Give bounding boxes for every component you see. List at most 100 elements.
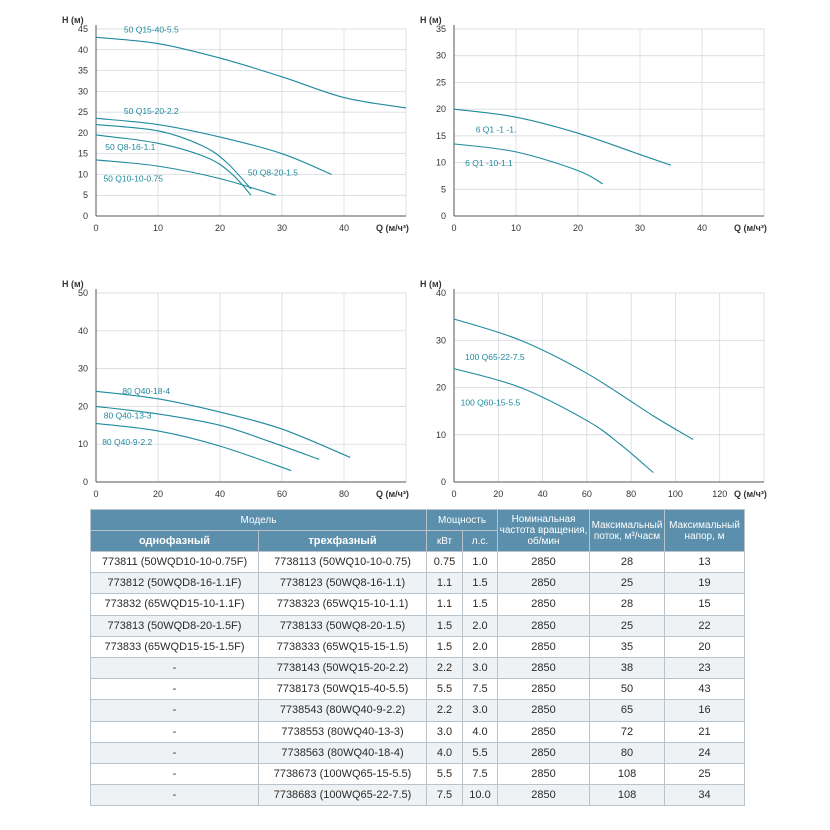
- y-tick-label: 30: [78, 364, 88, 374]
- x-tick-label: 60: [582, 489, 592, 499]
- hp-cell: 7.5: [461, 762, 499, 786]
- series-line: [453, 108, 672, 166]
- y-tick-label: 0: [441, 477, 446, 487]
- y-tick-label: 0: [441, 211, 446, 221]
- series-label: 50 Q10-10-0.75: [103, 174, 163, 184]
- power-header: Мощность: [425, 509, 499, 531]
- x-tick-label: 20: [215, 223, 225, 233]
- series-line: [95, 422, 292, 472]
- y-tick-label: 5: [83, 190, 88, 200]
- x-tick-label: 100: [668, 489, 683, 499]
- kw-cell: 2.2: [426, 656, 463, 680]
- table-row: -7738543 (80WQ40-9-2.2) 2.2 3.0 2850 65 16: [90, 699, 746, 722]
- kw-cell: 1.5: [426, 614, 463, 637]
- single-phase-cell: 773813 (50WQD8-20-1.5F): [90, 614, 259, 637]
- y-tick-label: 0: [83, 211, 88, 221]
- y-tick-label: 20: [436, 383, 446, 393]
- hp-cell: 5.5: [461, 741, 499, 764]
- hp-cell: 3.0: [461, 656, 499, 680]
- y-tick-label: 20: [78, 128, 88, 138]
- series-line: [95, 405, 320, 460]
- series-line: [95, 159, 276, 196]
- three-phase-cell: 7738563 (80WQ40-18-4): [258, 741, 427, 764]
- series-line: [95, 134, 252, 196]
- y-tick-label: 25: [78, 107, 88, 117]
- flow-cell: 65: [589, 699, 666, 722]
- three-phase-cell: 7738173 (50WQ15-40-5.5): [258, 678, 427, 701]
- hp-header: л.с.: [461, 530, 499, 552]
- kw-cell: 1.1: [426, 593, 463, 616]
- speed-cell: 2850: [497, 656, 591, 680]
- y-tick-label: 35: [436, 24, 446, 34]
- flow-cell: 25: [589, 572, 666, 595]
- x-tick-label: 40: [215, 489, 225, 499]
- series-line: [453, 368, 654, 473]
- y-axis-label: H (м): [62, 15, 84, 25]
- flow-cell: 50: [589, 678, 666, 701]
- flow-cell: 35: [589, 635, 666, 658]
- three-phase-cell: 7738143 (50WQ15-20-2.2): [258, 656, 427, 680]
- flow-cell: 72: [589, 720, 666, 743]
- x-tick-label: 0: [451, 223, 456, 233]
- series-label: 50 Q15-20-2.2: [124, 106, 179, 116]
- y-tick-label: 40: [78, 326, 88, 336]
- single-phase-cell: 773811 (50WQD10-10-0.75F): [90, 550, 259, 574]
- x-tick-label: 20: [153, 489, 163, 499]
- series-line: [453, 318, 694, 440]
- head-cell: 13: [664, 550, 746, 574]
- table-row: 773813 (50WQD8-20-1.5F) 7738133 (50WQ8-20…: [90, 614, 746, 637]
- x-tick-label: 30: [635, 223, 645, 233]
- three-phase-cell: 7738543 (80WQ40-9-2.2): [258, 699, 427, 722]
- speed-cell: 2850: [497, 784, 591, 807]
- x-tick-label: 20: [493, 489, 503, 499]
- pump-spec-table: Модель Мощность Номинальная частота вращ…: [90, 509, 746, 807]
- hp-cell: 1.0: [461, 550, 499, 574]
- three-phase-cell: 7738323 (65WQ15-10-1.1): [258, 593, 427, 616]
- y-tick-label: 30: [436, 51, 446, 61]
- x-tick-label: 80: [339, 489, 349, 499]
- y-tick-label: 10: [436, 158, 446, 168]
- head-cell: 43: [664, 678, 746, 701]
- x-axis-label: Q (м/ч³): [734, 489, 767, 499]
- x-tick-label: 120: [712, 489, 727, 499]
- hp-cell: 7.5: [461, 678, 499, 701]
- single-phase-cell: -: [90, 678, 259, 701]
- flow-cell: 108: [589, 784, 666, 807]
- hp-cell: 2.0: [461, 635, 499, 658]
- kw-cell: 7.5: [426, 784, 463, 807]
- table-row: -7738553 (80WQ40-13-3) 3.0 4.0 2850 72 21: [90, 720, 746, 743]
- single-phase-cell: 773812 (50WQD8-16-1.1F): [90, 572, 259, 595]
- y-axis-label: H (м): [62, 279, 84, 289]
- series-label: 80 Q40-18-4: [122, 386, 170, 396]
- y-tick-label: 5: [441, 184, 446, 194]
- y-axis-label: H (м): [420, 15, 442, 25]
- single-phase-cell: -: [90, 741, 259, 764]
- speed-cell: 2850: [497, 762, 591, 786]
- head-cell: 19: [664, 572, 746, 595]
- flow-header: Максимальный поток, м³/часм: [589, 509, 666, 552]
- series-label: 50 Q15-40-5.5: [124, 24, 179, 34]
- head-cell: 20: [664, 635, 746, 658]
- kw-cell: 4.0: [426, 741, 463, 764]
- three-phase-header: трехфазный: [258, 530, 427, 552]
- single-phase-cell: -: [90, 699, 259, 722]
- flow-cell: 28: [589, 593, 666, 616]
- head-cell: 21: [664, 720, 746, 743]
- series-label: 6 Q1 -10-1.1: [465, 158, 513, 168]
- x-axis-label: Q (м/ч³): [734, 223, 767, 233]
- y-tick-label: 0: [83, 477, 88, 487]
- single-phase-cell: -: [90, 784, 259, 807]
- three-phase-cell: 7738553 (80WQ40-13-3): [258, 720, 427, 743]
- head-cell: 24: [664, 741, 746, 764]
- speed-header: Номинальная частота вращения, об/мин: [497, 509, 591, 552]
- x-axis-label: Q (м/ч³): [376, 489, 409, 499]
- speed-cell: 2850: [497, 614, 591, 637]
- speed-cell: 2850: [497, 635, 591, 658]
- flow-cell: 28: [589, 550, 666, 574]
- x-tick-label: 0: [451, 489, 456, 499]
- table-row: 773812 (50WQD8-16-1.1F) 7738123 (50WQ8-16…: [90, 572, 746, 595]
- hp-cell: 3.0: [461, 699, 499, 722]
- head-cell: 16: [664, 699, 746, 722]
- head-cell: 23: [664, 656, 746, 680]
- x-tick-label: 10: [153, 223, 163, 233]
